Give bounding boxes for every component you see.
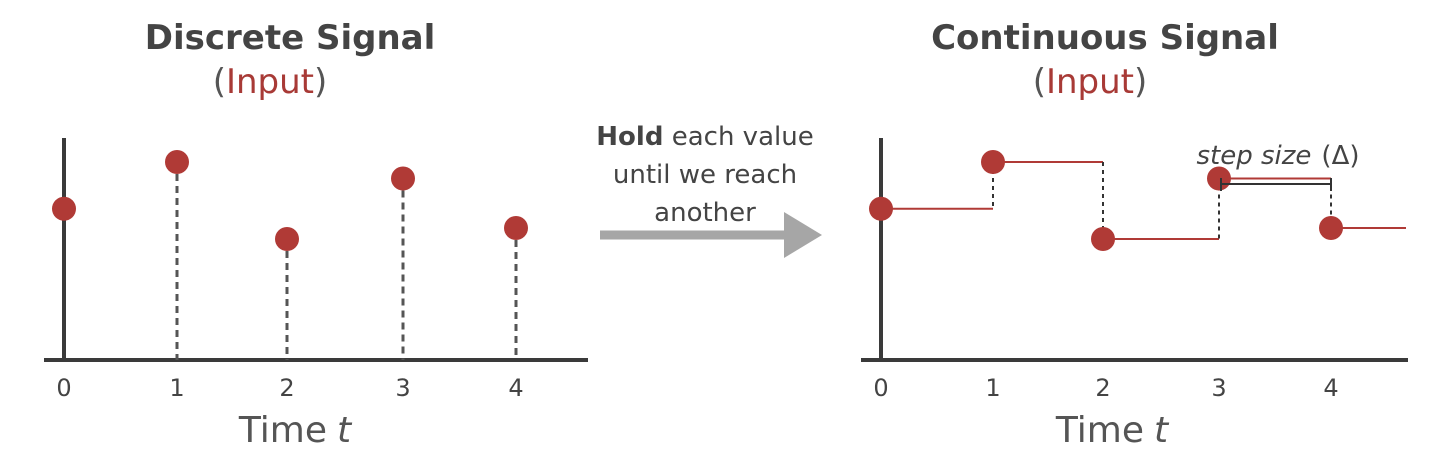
left-axis-title: Time t [238, 410, 353, 451]
right-axis-title: Time t [1055, 410, 1170, 451]
transform-arrow-head [784, 212, 822, 258]
right-subtitle-close: ) [1134, 62, 1148, 102]
left-subtitle-close: ) [314, 62, 328, 102]
right-point-4 [1319, 216, 1343, 240]
right-subtitle-open: ( [1032, 62, 1046, 102]
left-point-0 [52, 196, 76, 221]
hold-description: Hold each value until we reach another [580, 118, 830, 232]
right-subtitle: (Input) [1000, 62, 1180, 102]
right-title: Continuous Signal [931, 18, 1279, 58]
right-tick-4: 4 [1323, 374, 1338, 402]
left-title: Discrete Signal [144, 18, 436, 58]
hold-bold: Hold [596, 122, 664, 152]
right-tick-3: 3 [1211, 374, 1226, 402]
left-point-4 [504, 216, 528, 240]
left-point-1 [165, 150, 189, 174]
left-tick-2: 2 [279, 374, 294, 402]
hold-line-1-rest: each value [663, 122, 814, 152]
right-point-0 [869, 196, 893, 221]
left-subtitle-open: ( [212, 62, 226, 102]
right-tick-0: 0 [873, 374, 888, 402]
step-size-label: step size (Δ) [1197, 141, 1360, 171]
right-tick-2: 2 [1095, 374, 1110, 402]
hold-line-2: until we reach [612, 160, 798, 190]
right-subtitle-word: Input [1045, 62, 1135, 102]
left-tick-3: 3 [395, 374, 410, 402]
left-tick-0: 0 [56, 374, 71, 402]
left-subtitle: (Input) [180, 62, 360, 102]
right-point-2 [1091, 227, 1115, 251]
right-point-1 [981, 150, 1005, 174]
left-tick-1: 1 [169, 374, 184, 402]
left-point-2 [275, 227, 299, 251]
hold-line-1: Hold each value [580, 118, 830, 156]
left-subtitle-word: Input [225, 62, 315, 102]
hold-line-3: another [654, 198, 756, 228]
left-point-3 [391, 166, 415, 191]
right-tick-1: 1 [985, 374, 1000, 402]
left-tick-4: 4 [508, 374, 523, 402]
